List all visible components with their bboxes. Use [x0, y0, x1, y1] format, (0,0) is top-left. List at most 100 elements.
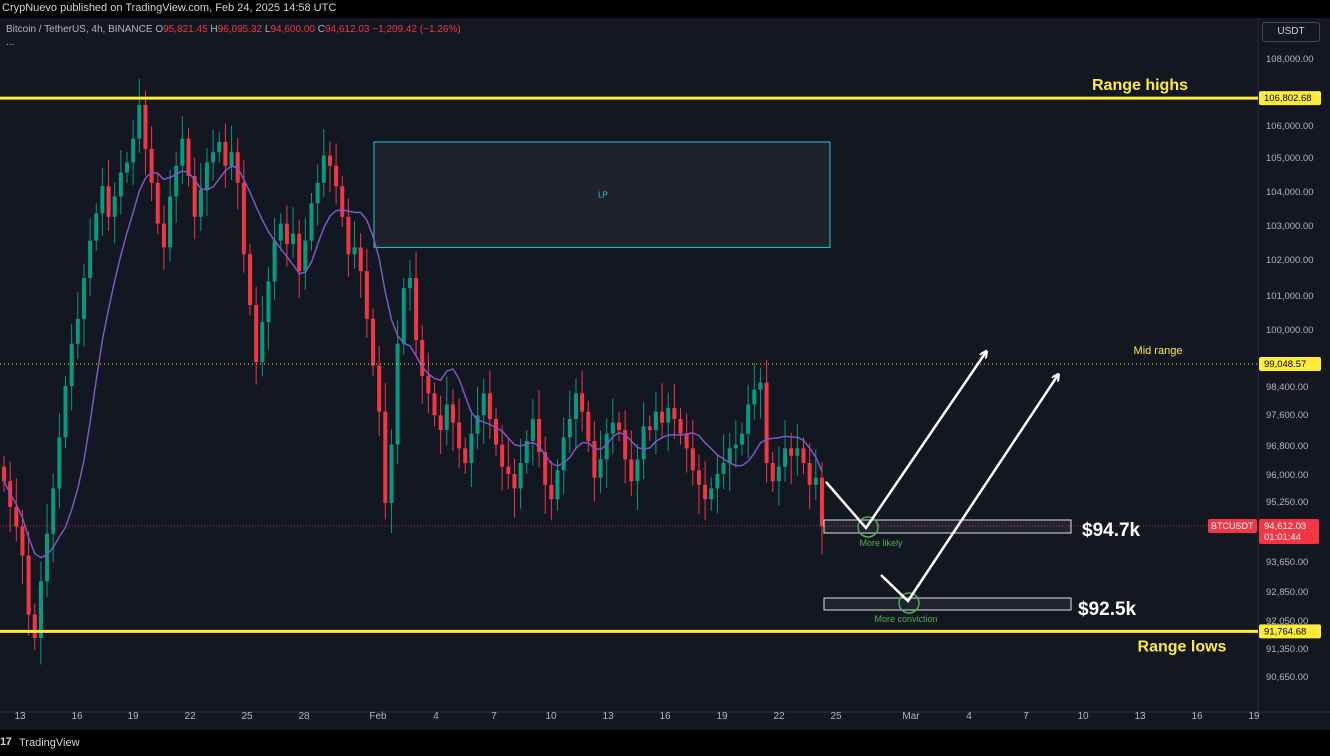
- currency-unit-button[interactable]: USDT: [1262, 22, 1320, 42]
- y-tick-label: 92,850.00: [1266, 587, 1308, 598]
- candle-body: [180, 138, 185, 166]
- y-tick-label: 96,000.00: [1266, 470, 1308, 481]
- candle-body: [549, 484, 554, 500]
- x-tick-label: 16: [1191, 711, 1203, 722]
- y-tick-label: 92,050.00: [1266, 616, 1308, 627]
- candle-body: [143, 104, 148, 149]
- x-tick-label: Feb: [369, 711, 387, 722]
- candle-body: [586, 411, 591, 441]
- x-tick-label: 10: [1077, 711, 1089, 722]
- path-arrow-likely: [825, 352, 986, 531]
- candle-body: [783, 448, 788, 467]
- symbol-name: Bitcoin / TetherUS, 4h, BINANCE: [6, 24, 153, 35]
- candle-body: [278, 223, 283, 241]
- x-tick-label: 4: [433, 711, 439, 722]
- candle-body: [500, 444, 505, 467]
- candle-body: [155, 182, 160, 224]
- candle-body: [395, 343, 400, 445]
- candle-body: [506, 466, 511, 474]
- candle-body: [266, 281, 271, 323]
- x-tick-label: 16: [71, 711, 83, 722]
- candle-body: [580, 393, 585, 412]
- candle-body: [174, 165, 179, 197]
- candle-body: [623, 430, 628, 460]
- candle-body: [740, 433, 744, 445]
- candle-body: [137, 104, 142, 139]
- y-tick-label: 101,000.00: [1266, 291, 1314, 302]
- x-tick-label: 13: [14, 711, 26, 722]
- candle-body: [537, 419, 542, 452]
- close-label: C: [317, 24, 325, 35]
- lp-zone: [373, 141, 831, 248]
- candle-body: [192, 176, 197, 217]
- candle-body: [32, 614, 37, 638]
- candle-body: [260, 322, 265, 363]
- y-tick-label: 105,000.00: [1266, 153, 1314, 164]
- current-price-tag-text: 01:01:44: [1264, 532, 1301, 543]
- candle-body: [26, 555, 31, 615]
- more-indicators-toggle[interactable]: ...: [6, 37, 15, 48]
- candle-body: [291, 233, 296, 244]
- candle-body: [217, 142, 222, 153]
- candle-body: [352, 247, 357, 255]
- y-tick-label: 98,400.00: [1266, 382, 1308, 393]
- candle-body: [75, 318, 80, 344]
- candle-body: [241, 182, 246, 255]
- candle-body: [57, 437, 62, 489]
- x-tick-label: 13: [602, 711, 614, 722]
- candle-body: [149, 148, 154, 183]
- candle-body: [297, 233, 302, 272]
- candle-body: [20, 526, 25, 556]
- range-low-price-tag-bg: [1259, 624, 1321, 639]
- candle-body: [88, 240, 93, 278]
- candle-body: [469, 433, 474, 463]
- y-tick-label: 104,000.00: [1266, 187, 1314, 198]
- price-chart[interactable]: 108,000.00 106,000.00 105,000.00 104,000.00…: [0, 18, 1330, 730]
- y-tick-label: 97,600.00: [1266, 410, 1308, 421]
- candle-body: [309, 203, 314, 241]
- current-price-tag-text: 94,612.03: [1264, 521, 1306, 532]
- candle-body: [721, 463, 726, 474]
- x-tick-label: 19: [1248, 711, 1260, 722]
- candle-body: [377, 365, 382, 412]
- target-zone-94k: [823, 519, 1072, 534]
- candle-body: [561, 437, 566, 471]
- x-tick-label: 19: [716, 711, 728, 722]
- candle-body: [125, 162, 129, 173]
- high-value: 96,095.32: [217, 24, 263, 35]
- x-tick-label: 22: [773, 711, 785, 722]
- candle-body: [420, 340, 425, 376]
- candle-body: [321, 155, 326, 183]
- candle-body: [248, 254, 252, 306]
- x-tick-label: 10: [545, 711, 557, 722]
- candle-body: [223, 142, 228, 166]
- candle-body: [660, 411, 665, 423]
- candle-body: [334, 165, 339, 187]
- low-label: L: [264, 24, 271, 35]
- candle-body: [358, 247, 363, 272]
- candle-body: [407, 278, 412, 289]
- y-tick-label: 93,650.00: [1266, 557, 1308, 568]
- path-arrow-conviction: [880, 375, 1058, 603]
- candle-body: [573, 393, 578, 419]
- x-tick-label: 25: [241, 711, 253, 722]
- symbol-tag-text: BTCUSDT: [1211, 521, 1254, 531]
- target-label-94k: $94.7k: [1082, 520, 1141, 541]
- candle-body: [598, 459, 603, 478]
- mid-range-label: Mid range: [1134, 345, 1183, 357]
- candle-body: [118, 172, 123, 197]
- candle-body: [696, 470, 701, 485]
- candle-body: [414, 278, 419, 341]
- candle-body: [69, 343, 74, 386]
- candle-body: [204, 162, 209, 190]
- tradingview-brand[interactable]: TradingView: [19, 737, 80, 749]
- x-tick-label: 16: [659, 711, 671, 722]
- candle-body: [63, 386, 68, 438]
- candle-body: [131, 138, 136, 163]
- y-tick-label: 108,000.00: [1266, 54, 1314, 65]
- candle-body: [635, 459, 640, 482]
- x-tick-label: 28: [298, 711, 310, 722]
- mid-range-price-tag-text: 99,048.57: [1264, 359, 1306, 370]
- y-tick-label: 91,350.00: [1266, 644, 1308, 655]
- more-conviction-label: More conviction: [874, 614, 937, 624]
